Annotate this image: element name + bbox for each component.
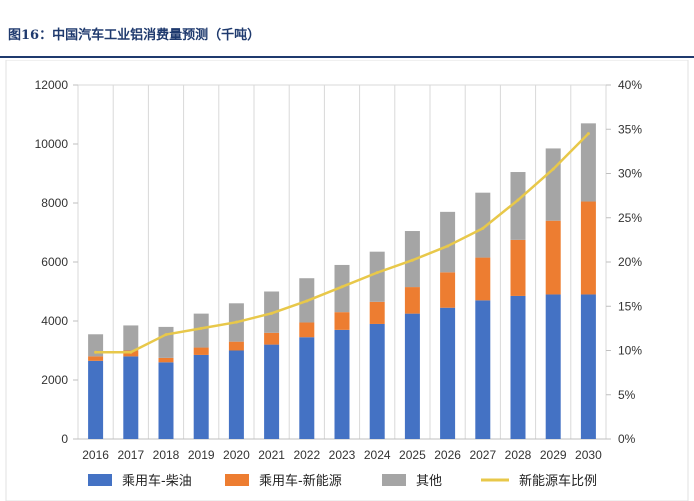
y2-tick-label: 40%: [618, 78, 642, 92]
y2-tick-label: 35%: [618, 122, 642, 136]
x-tick-label: 2028: [505, 448, 532, 462]
bar-segment-3: [158, 326, 174, 358]
x-tick-label: 2025: [399, 448, 426, 462]
bar-segment-1: [299, 337, 315, 439]
ratio-point: [129, 350, 133, 354]
y-tick-label: 6000: [41, 255, 68, 269]
bar-segment-3: [193, 313, 209, 348]
bar-segment-3: [510, 172, 526, 240]
bar-segment-1: [158, 362, 174, 439]
bar-segment-2: [404, 287, 420, 314]
x-tick-label: 2030: [575, 448, 602, 462]
x-tick-label: 2018: [153, 448, 180, 462]
x-tick-label: 2024: [364, 448, 391, 462]
chart: 0 2000 4000 6000 8000 10000 12000 0% 5% 10% 15% 20%…: [5, 60, 689, 501]
y-tick-label: 2000: [41, 373, 68, 387]
bar-segment-2: [545, 220, 561, 295]
y2-tick-label: 15%: [618, 299, 642, 313]
ratio-point: [375, 271, 379, 275]
x-tick-label: 2019: [188, 448, 215, 462]
bar-segment-2: [440, 272, 456, 308]
bar-segment-3: [123, 325, 139, 351]
bar-segment-1: [369, 323, 385, 439]
bar-segment-1: [580, 294, 596, 439]
ratio-point: [305, 299, 309, 303]
bar-segment-1: [334, 329, 350, 439]
bar-segment-3: [334, 264, 350, 313]
y-tick-label: 12000: [35, 78, 69, 92]
bar-segment-1: [88, 360, 104, 439]
ratio-point: [446, 244, 450, 248]
y2-tick-label: 20%: [618, 255, 642, 269]
bar-segment-1: [475, 300, 491, 439]
ratio-point: [199, 326, 203, 330]
x-tick-label: 2026: [434, 448, 461, 462]
bar-segment-1: [545, 294, 561, 439]
bar-segment-2: [299, 322, 315, 338]
bar-segment-1: [228, 350, 244, 439]
bar-segment-3: [369, 251, 385, 302]
bar-segment-1: [264, 344, 280, 439]
bar-segment-2: [264, 332, 280, 345]
x-tick-label: 2027: [469, 448, 496, 462]
y-tick-label: 0: [61, 432, 68, 446]
bar-segment-3: [475, 192, 491, 258]
x-tick-label: 2022: [293, 448, 320, 462]
ratio-point: [94, 350, 98, 354]
y2-tick-label: 25%: [618, 211, 642, 225]
legend-label: 新能源车比例: [519, 473, 597, 489]
bar-segment-2: [369, 301, 385, 324]
bar-segment-2: [193, 347, 209, 355]
legend-label: 其他: [416, 474, 442, 489]
x-tick-label: 2021: [258, 448, 285, 462]
bar-segment-2: [88, 356, 104, 361]
y2-tick-label: 30%: [618, 167, 642, 181]
bar-segment-1: [193, 354, 209, 439]
ratio-point: [340, 285, 344, 289]
ratio-point: [234, 320, 238, 324]
ratio-point: [410, 258, 414, 262]
bar-segment-2: [158, 357, 174, 363]
chart-frame: [5, 60, 689, 501]
y2-tick-label: 5%: [618, 388, 636, 402]
bar-segment-1: [404, 313, 420, 439]
bar-segment-1: [440, 307, 456, 439]
y-tick-label: 8000: [41, 196, 68, 210]
ratio-point: [551, 167, 555, 171]
bar-segment-3: [545, 148, 561, 221]
bar-segment-2: [334, 312, 350, 330]
legend-swatch: [382, 474, 406, 486]
y-tick-label: 10000: [35, 137, 69, 151]
legend-swatch: [225, 474, 249, 486]
y-tick-label: 4000: [41, 314, 68, 328]
bar-segment-2: [475, 257, 491, 301]
x-tick-label: 2016: [82, 448, 109, 462]
ratio-point: [164, 333, 168, 337]
x-tick-label: 2023: [329, 448, 356, 462]
bar-segment-3: [88, 334, 104, 357]
bar-segment-2: [580, 201, 596, 295]
ratio-point: [270, 311, 274, 315]
bar-segment-3: [580, 123, 596, 202]
y2-tick-label: 10%: [618, 344, 642, 358]
legend-label: 乘用车-柴油: [122, 473, 192, 489]
ratio-point: [516, 198, 520, 202]
bar-segment-2: [228, 341, 244, 351]
bar-segment-2: [510, 239, 526, 296]
x-tick-label: 2029: [540, 448, 567, 462]
legend-label: 乘用车-新能源: [259, 473, 342, 489]
bar-segment-1: [510, 295, 526, 439]
bar-segment-3: [440, 211, 456, 273]
figure-title: 图16：中国汽车工业铝消费量预测（千吨）: [8, 28, 261, 43]
x-tick-label: 2020: [223, 448, 250, 462]
ratio-point: [586, 132, 590, 136]
legend-swatch: [88, 474, 112, 486]
ratio-point: [481, 226, 485, 230]
title-divider: [0, 56, 694, 58]
bar-segment-1: [123, 356, 139, 439]
x-tick-label: 2017: [117, 448, 144, 462]
y2-tick-label: 0%: [618, 432, 636, 446]
